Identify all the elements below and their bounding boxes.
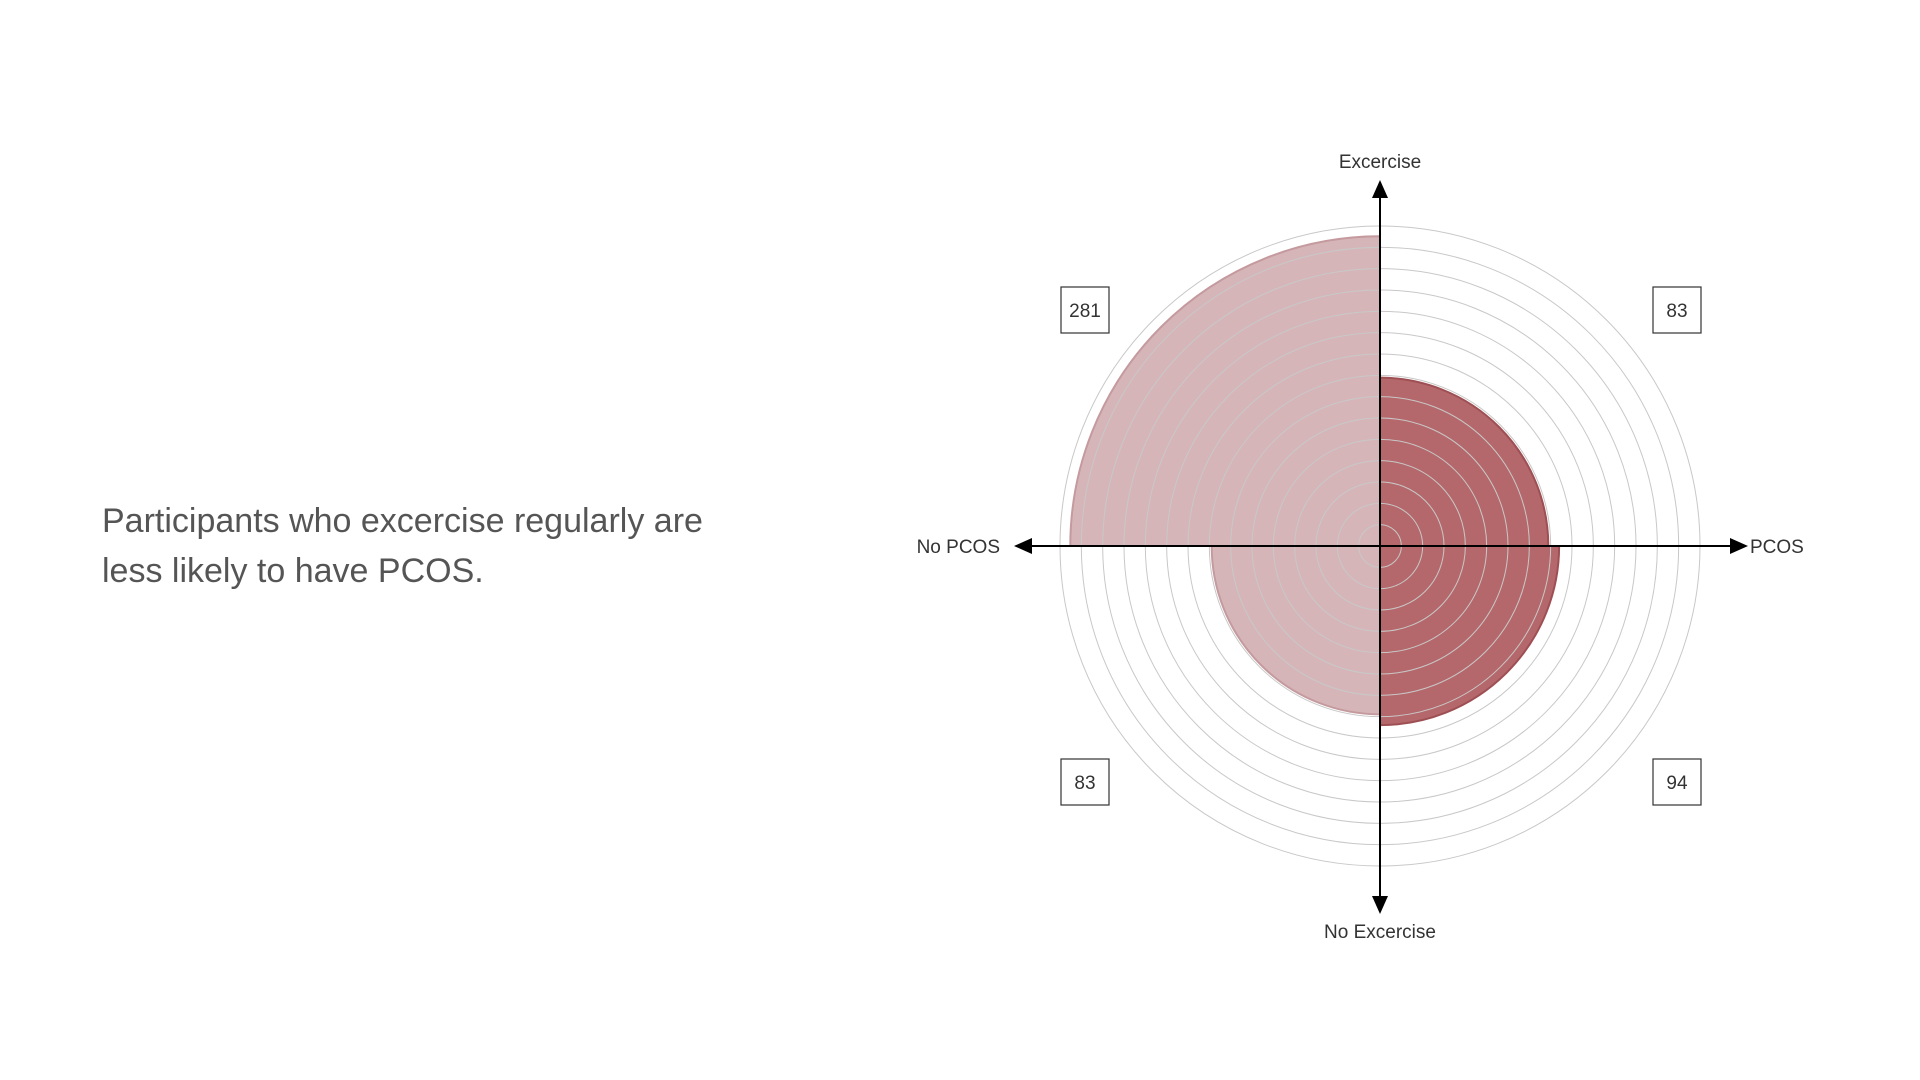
count-box-bottom-left xyxy=(1060,758,1110,806)
wedge-bottom-left xyxy=(1210,545,1381,716)
count-box-bottom-right xyxy=(1652,758,1702,806)
axis-label-bottom: No Excercise xyxy=(1324,922,1436,943)
count-box-top-left xyxy=(1060,286,1110,334)
quadrant-wedges xyxy=(1069,235,1561,727)
count-box-top-right xyxy=(1652,286,1702,334)
headline: Participants who excercise regularly are… xyxy=(102,502,703,590)
count-label-bottom-left: 83 xyxy=(1074,773,1095,794)
wedge-top-right xyxy=(1379,376,1550,547)
wedge-top-left xyxy=(1069,235,1381,547)
count-label-top-left: 281 xyxy=(1069,301,1101,322)
count-label-top-right: 83 xyxy=(1666,301,1687,322)
axis-label-top: Excercise xyxy=(1339,152,1421,173)
count-label-bottom-right: 94 xyxy=(1666,773,1688,794)
axes xyxy=(1014,180,1748,914)
axis-label-right: PCOS xyxy=(1750,537,1804,558)
axis-label-left: No PCOS xyxy=(917,537,1000,558)
wedge-bottom-right xyxy=(1379,545,1561,727)
labels: Excercise No Excercise No PCOS PCOS 281 83 83 9… xyxy=(917,152,1804,943)
